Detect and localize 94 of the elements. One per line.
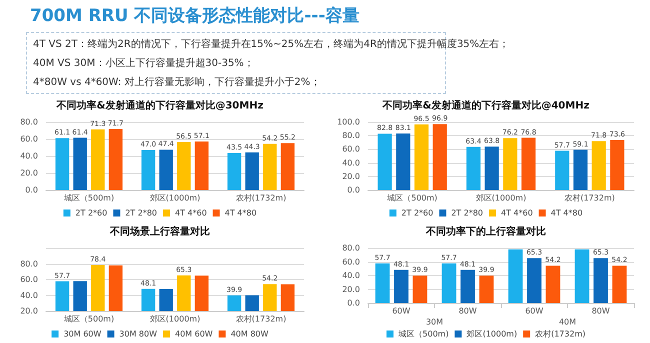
y-tick-label: 80.0 [20,259,38,268]
y-tick-label: 60.0 [20,275,38,284]
legend-label: 2T 2*80 [451,208,484,218]
y-tick-label: 80.0 [20,118,38,126]
legend-label: 2T 2*80 [125,208,158,218]
x-tick-label: 60W [525,306,544,316]
bar [432,124,447,190]
legend-label: 4T 4*80 [550,208,583,218]
y-tick-label: 60.0 [20,134,38,144]
bar [466,146,481,190]
y-tick-label: 0.0 [347,298,360,308]
bar [73,138,87,190]
text: 40M VS 30M：小区上下行容量提升超30-35%； [33,56,255,71]
bar [546,266,560,303]
bar [280,143,295,190]
chart-title: 不同功率&发射通道的下行容量对比@30MHz [56,100,264,112]
x-tick-label: 农村(1732m) [236,314,286,324]
y-tick-label: 40.0 [20,290,38,300]
y-tick-label: 80.0 [342,244,360,252]
legend-label: 30M 80W [119,330,158,338]
bar [460,270,475,303]
y-tick-label: 100.0 [337,118,360,126]
legend-label: 郊区(1000m) [466,330,518,338]
legend-label: 农村(1732m) [535,330,586,338]
bar [375,263,390,303]
bar [503,138,518,190]
bar [245,152,259,190]
legend-label: 4T 4*60 [175,208,207,218]
bar [177,142,191,190]
bar [141,150,156,190]
bar [396,133,410,190]
x-tick-label: 80W [592,306,610,316]
bar [108,129,123,190]
x-tick-label: 郊区(1000m) [150,194,200,202]
y-tick-label: 20.0 [20,168,38,178]
bar [55,138,70,190]
text: 40M [558,318,576,326]
bar [227,153,242,190]
bar [378,134,392,190]
x-tick-label: 城区（500m) [386,194,438,202]
x-tick-label: 郊区(1000m) [150,314,200,324]
bar [414,124,429,190]
legend-label: 40M 80W [230,330,269,338]
text: 30M [426,318,444,326]
bar [484,146,499,190]
bar [479,276,494,303]
y-tick-label: 40.0 [342,271,360,280]
bar [592,141,606,190]
bar [555,150,570,190]
bar [194,141,209,190]
text: 4*80W vs 4*60W: 对上行容量无影响，下行容量提升小于2%； [33,76,322,90]
y-tick-label: 20.0 [342,172,360,181]
legend-label: 4T 4*80 [224,208,257,218]
bar [394,270,408,303]
text: 700M RRU 不同设备形态性能对比---容量 [30,5,360,27]
bar [521,138,536,190]
bar [159,150,173,190]
bar [573,150,588,190]
bar [263,144,277,190]
text: 4T VS 2T：终端为2R的情况下，下行容量提升在15%~25%左右，终端为4R的情况下提升幅度35%左右； [33,38,510,52]
x-tick-label: 80W [458,306,477,316]
y-tick-label: 60.0 [342,257,360,266]
legend-label: 30M 60W [64,330,102,338]
chart-title: 不同场景上行容量对比 [109,226,210,238]
legend-label: 城区（500m) [398,330,449,338]
y-tick-label: 60.0 [342,144,360,154]
legend-label: 2T 2*60 [401,208,434,218]
legend-label: 40M 60W [175,330,213,338]
y-tick-label: 0.0 [347,186,360,194]
bar [574,249,590,303]
bar [610,140,624,190]
x-tick-label: 郊区(1000m) [476,194,526,202]
chart-title: 不同功率下的上行容量对比 [425,226,546,238]
bar [594,258,608,303]
bar [527,258,542,303]
bar [412,276,428,303]
bar [508,249,523,303]
x-tick-label: 城区（500m) [62,314,114,324]
bar [442,263,456,303]
bar [612,266,627,303]
legend-label: 4T 4*60 [501,208,533,218]
y-tick-label: 80.0 [342,131,360,140]
y-tick-label: 40.0 [342,158,360,168]
bar [91,129,105,190]
x-tick-label: 60W [392,306,410,316]
chart-title: 不同功率&发射通道的下行容量对比@40MHz [382,100,590,112]
x-tick-label: 城区（500m) [62,194,114,202]
x-tick-label: 农村(1732m) [564,194,615,202]
x-tick-label: 农村(1732m) [236,194,286,202]
y-tick-label: 20.0 [342,284,360,294]
y-tick-label: 0.0 [25,186,38,194]
y-tick-label: 40.0 [20,152,38,160]
y-tick-label: 20.0 [20,306,38,316]
legend-label: 2T 2*60 [75,208,108,218]
